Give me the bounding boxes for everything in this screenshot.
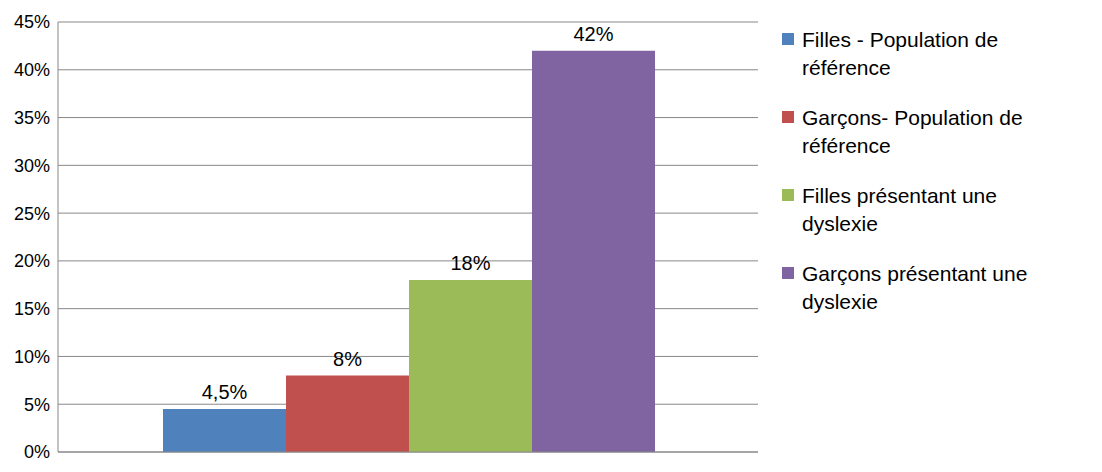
html-text:Garçons- Population de référen: Garçons- Population de référence xyxy=(802,106,1023,157)
html-text:Filles présentant une dyslexie: Filles présentant une dyslexie xyxy=(802,184,997,235)
svg-text:25%: 25% xyxy=(14,204,50,224)
svg-text:10%: 10% xyxy=(14,347,50,367)
svg-text:18%: 18% xyxy=(450,252,490,274)
svg-text:35%: 35% xyxy=(14,108,50,128)
svg-text:5%: 5% xyxy=(24,395,50,415)
svg-text:0%: 0% xyxy=(24,442,50,462)
html-text:Garçons présentant une dyslexi: Garçons présentant une dyslexie xyxy=(802,262,1028,313)
svg-text:8%: 8% xyxy=(333,348,362,370)
svg-text:4,5%: 4,5% xyxy=(202,381,248,403)
svg-text:30%: 30% xyxy=(14,156,50,176)
svg-text:45%: 45% xyxy=(14,12,50,32)
html-text:Filles - Population de référen: Filles - Population de référence xyxy=(802,28,999,79)
svg-text:42%: 42% xyxy=(573,23,613,45)
svg-text:40%: 40% xyxy=(14,60,50,80)
svg-text:20%: 20% xyxy=(14,251,50,271)
svg-text:15%: 15% xyxy=(14,299,50,319)
